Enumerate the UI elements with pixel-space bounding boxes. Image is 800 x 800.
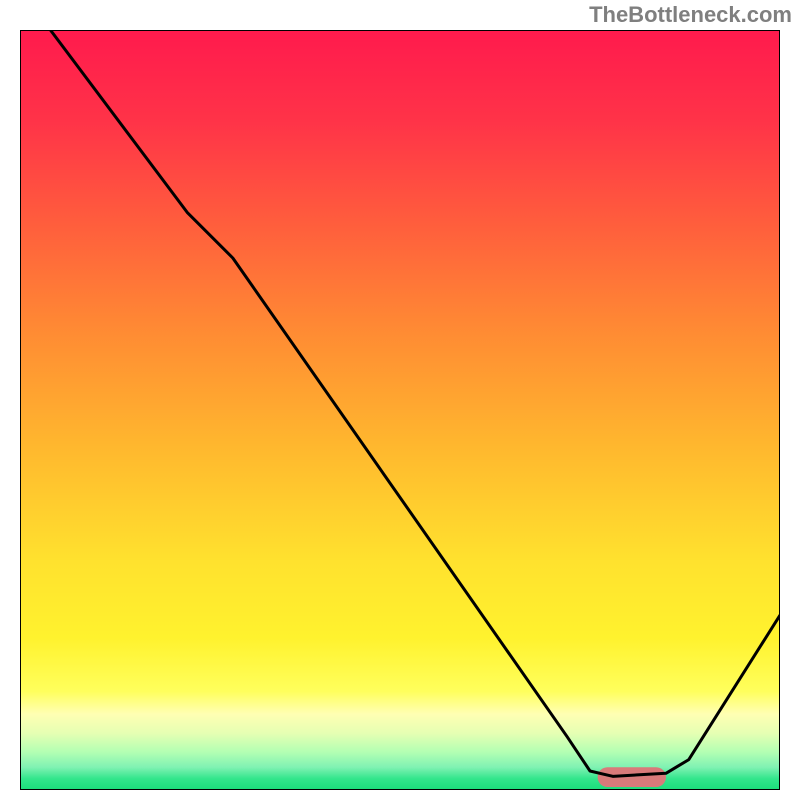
plot-frame	[20, 30, 780, 790]
gradient-background	[20, 30, 780, 790]
canvas: TheBottleneck.com	[0, 0, 800, 800]
attribution-text: TheBottleneck.com	[589, 2, 792, 28]
plot-svg	[20, 30, 780, 790]
optimum-marker	[598, 767, 666, 787]
